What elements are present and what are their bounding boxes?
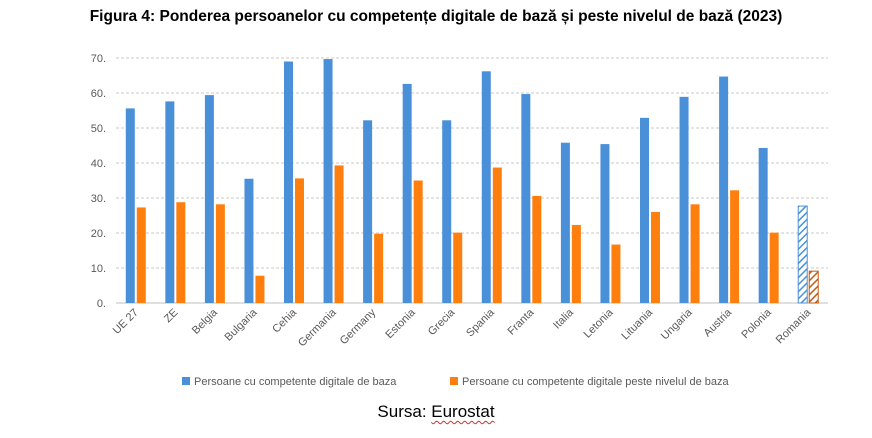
x-tick-label: Germania <box>296 306 339 349</box>
bar-basic <box>719 76 729 303</box>
bar-above-basic <box>611 244 621 303</box>
bar-basic <box>560 142 570 303</box>
x-tick-label: Estonia <box>383 306 418 341</box>
x-tick-label: Germany <box>338 306 379 347</box>
y-tick-label: 70. <box>91 53 106 65</box>
x-tick-label: Lituania <box>619 306 655 342</box>
y-tick-label: 20. <box>91 228 106 240</box>
y-axis-ticks: 0. 10. 20. 30. 40. 50. 60. 70. <box>91 53 106 310</box>
y-tick-label: 10. <box>91 263 106 275</box>
bar-above-basic <box>295 178 304 303</box>
y-tick-label: 60. <box>91 88 106 100</box>
source-note: Sursa: Eurostat <box>0 402 872 422</box>
bar-basic <box>204 95 214 303</box>
bar-basic <box>640 117 649 303</box>
x-tick-label: Austria <box>702 306 735 339</box>
bar-above-basic <box>413 180 423 303</box>
x-tick-label: Cehia <box>270 306 299 335</box>
legend-swatch <box>450 377 458 385</box>
chart-title: Figura 4: Ponderea persoanelor cu compet… <box>89 8 783 25</box>
bar-basic <box>323 59 333 303</box>
bar-above-basic <box>571 224 581 303</box>
bar-basic <box>481 71 491 303</box>
bar-above-basic <box>690 204 700 303</box>
bar-basic <box>442 120 452 303</box>
bar-basic <box>521 94 531 303</box>
y-tick-label: 40. <box>91 158 106 170</box>
x-tick-label: ZE <box>162 307 180 325</box>
x-tick-label: UE 27 <box>111 307 141 337</box>
x-tick-label: Franta <box>505 306 537 338</box>
bar-above-basic <box>651 212 660 303</box>
bar-above-basic <box>374 233 384 303</box>
bar-above-basic <box>255 275 265 303</box>
x-tick-label: Letonia <box>582 306 617 341</box>
bar-above-basic <box>492 167 502 303</box>
x-tick-label: Bulgaria <box>223 306 261 344</box>
bar-above-basic <box>769 232 779 303</box>
bar-basic <box>284 61 293 303</box>
bar-basic <box>797 205 808 304</box>
bar-basic <box>679 96 689 303</box>
y-tick-label: 0. <box>97 298 106 310</box>
bar-basic <box>363 120 373 303</box>
legend-swatch <box>182 377 190 385</box>
bar-above-basic <box>136 207 146 303</box>
x-tick-label: Italia <box>551 306 577 332</box>
x-tick-label: Ungaria <box>659 306 695 342</box>
bar-basic <box>758 147 768 303</box>
bar-above-basic <box>334 165 344 303</box>
bar-basic <box>244 178 254 303</box>
x-tick-label: Grecia <box>426 306 458 338</box>
x-tick-label: Spania <box>464 306 497 339</box>
x-tick-label: Belgia <box>190 306 221 337</box>
bars <box>125 59 819 304</box>
x-tick-label: Polonia <box>739 306 774 341</box>
gridlines <box>116 57 828 304</box>
bar-above-basic <box>808 270 819 304</box>
legend: Persoane cu competente digitale de baza P… <box>182 376 730 388</box>
source-prefix: Sursa: <box>377 402 432 421</box>
bar-above-basic <box>453 232 463 303</box>
bar-above-basic <box>730 190 740 303</box>
legend-label: Persoane cu competente digitale de baza <box>194 376 397 388</box>
bar-basic <box>600 144 610 303</box>
source-name: Eurostat <box>431 402 495 421</box>
y-tick-label: 30. <box>91 193 106 205</box>
bar-basic <box>402 83 412 304</box>
x-tick-label: Romania <box>774 306 814 346</box>
bar-above-basic <box>532 195 542 303</box>
bar-above-basic <box>176 202 186 303</box>
bar-basic <box>125 108 135 304</box>
legend-label: Persoane cu competente digitale peste ni… <box>462 376 730 388</box>
y-tick-label: 50. <box>91 123 106 135</box>
bar-basic <box>165 101 175 304</box>
bar-above-basic <box>215 204 225 303</box>
